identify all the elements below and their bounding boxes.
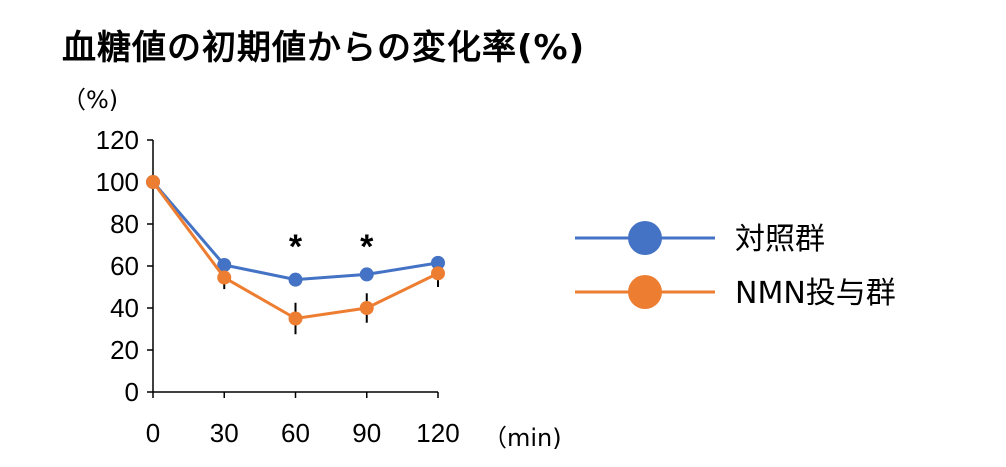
significance-asterisk: *: [289, 228, 303, 266]
x-tick-label: 60: [281, 418, 310, 448]
data-point: [359, 301, 374, 315]
y-axis-unit-label: （%): [62, 86, 118, 114]
data-point: [431, 255, 445, 270]
chart-title: 血糖値の初期値からの変化率(%): [62, 28, 586, 68]
x-tick-label: 90: [352, 418, 381, 448]
significance-markers: * *: [289, 228, 374, 266]
y-tick-label: 80: [110, 209, 139, 239]
data-point: [359, 267, 374, 282]
significance-asterisk: *: [360, 228, 374, 266]
data-point: [217, 257, 232, 272]
data-point: [217, 270, 232, 285]
axis-ticks: 0 20 40 60 80 100 120 0 30 60 90 120: [96, 125, 460, 448]
x-tick-label: 120: [416, 418, 459, 448]
legend: 対照群 NMN投与群: [575, 221, 896, 311]
x-tick-label: 30: [210, 418, 239, 448]
series-layer: [146, 175, 445, 326]
data-point: [431, 266, 445, 281]
legend-label: 対照群: [735, 222, 825, 257]
y-tick-label: 60: [110, 251, 139, 281]
legend-label: NMN投与群: [735, 276, 896, 311]
y-tick-label: 0: [125, 377, 139, 407]
data-point: [288, 272, 303, 287]
y-tick-label: 40: [110, 293, 139, 323]
y-tick-label: 20: [110, 335, 139, 365]
data-point: [288, 311, 303, 326]
y-tick-label: 100: [96, 167, 139, 197]
y-tick-label: 120: [96, 125, 139, 155]
legend-marker: [628, 221, 662, 255]
legend-marker: [628, 275, 662, 309]
x-tick-label: 0: [146, 418, 160, 448]
data-point: [146, 175, 160, 189]
x-axis-unit-label: （min): [483, 424, 562, 452]
